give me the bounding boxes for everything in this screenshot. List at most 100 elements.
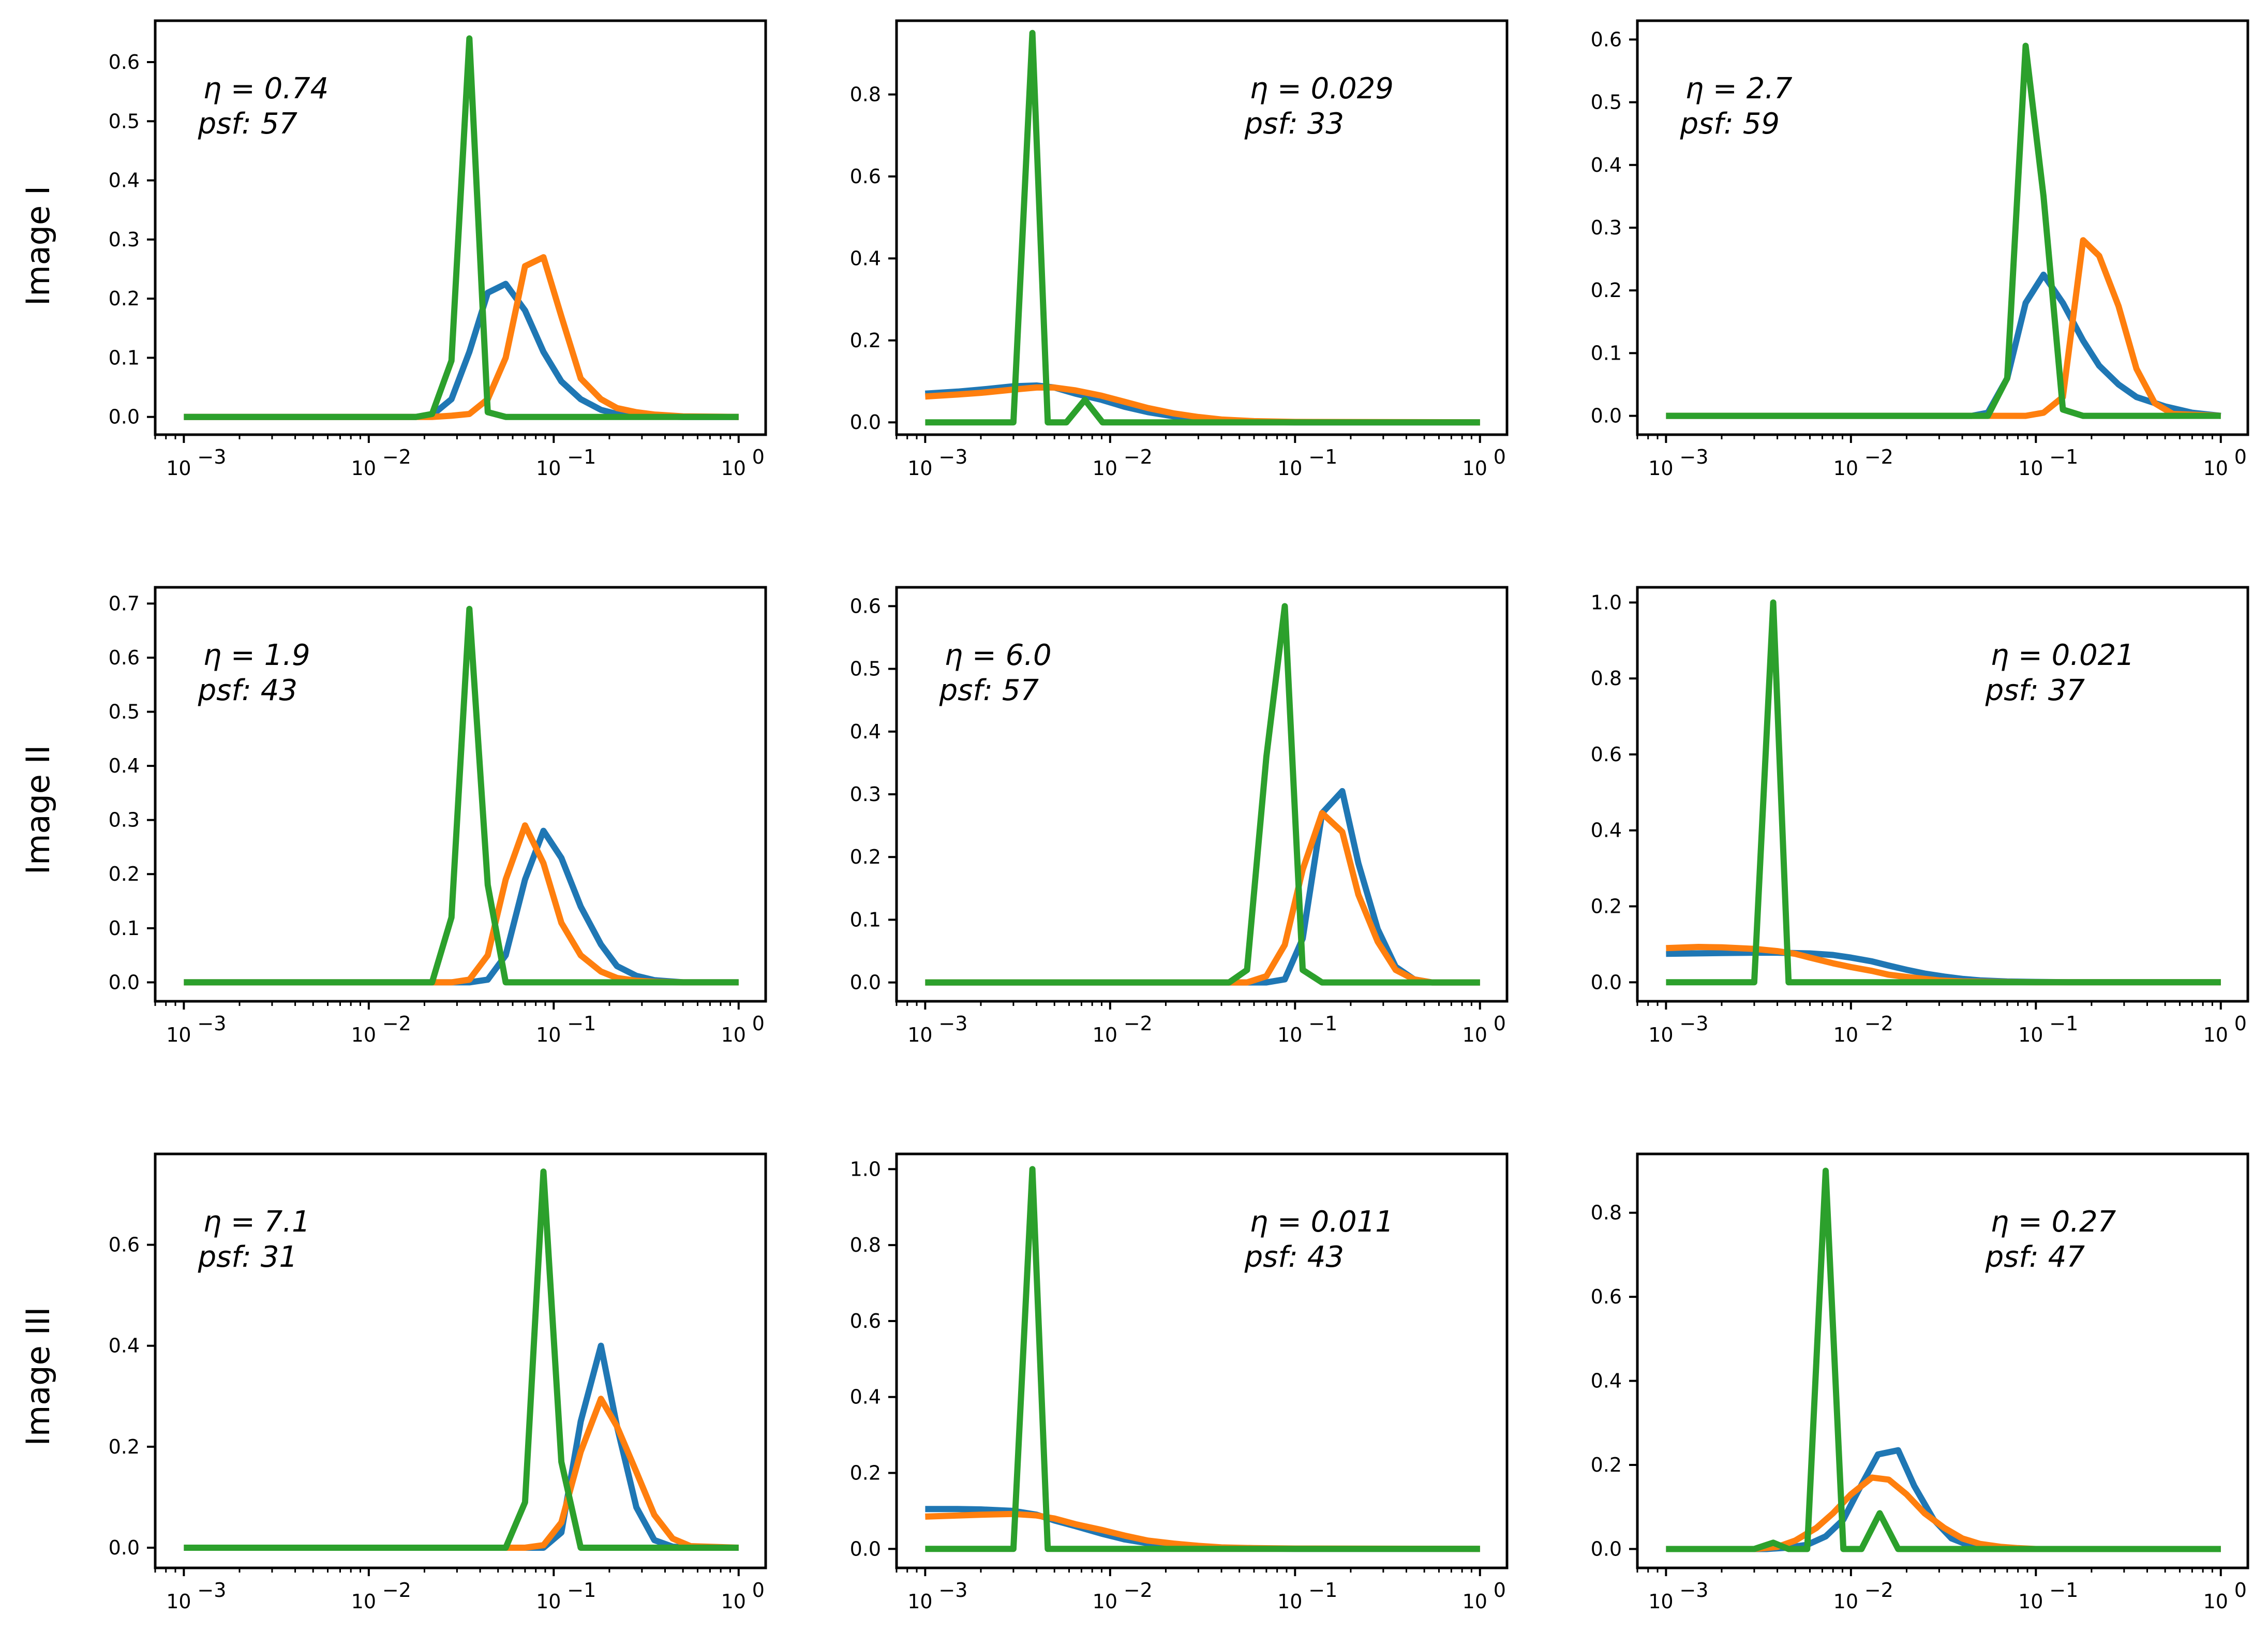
- y-tick-label: 0.4: [1591, 154, 1622, 176]
- x-tick-exponent: 0: [2234, 1012, 2247, 1035]
- x-tick-label: 10: [2018, 457, 2043, 480]
- series-line-blue: [1666, 271, 2221, 419]
- x-tick-exponent: −1: [1308, 1012, 1337, 1035]
- series-line-blue: [1666, 1447, 2221, 1552]
- x-tick-exponent: −1: [2049, 446, 2078, 468]
- x-tick-exponent: −3: [1679, 1579, 1708, 1602]
- x-tick-exponent: −1: [567, 1579, 596, 1602]
- y-tick-label: 1.0: [1591, 591, 1622, 614]
- series-line-orange: [1666, 1474, 2221, 1552]
- x-tick-exponent: −2: [382, 446, 411, 468]
- x-tick-label: 10: [166, 1590, 191, 1613]
- x-tick-label: 10: [2203, 1590, 2228, 1613]
- series-group: [925, 603, 1480, 986]
- panel-9: 0.0 0.2 0.4 0.6 0.8 10 −3 10 −2 10 −1 10 0 η = 0.27ps…: [1591, 1152, 2249, 1613]
- series-line-green: [1666, 599, 2221, 986]
- panel-6: 0.0 0.2 0.4 0.6 0.8 1.0 10 −3 10 −2 10 −1 10 0 η = 0.0…: [1591, 586, 2249, 1046]
- x-tick-label: 10: [907, 1590, 932, 1613]
- series-line-orange: [184, 254, 739, 420]
- series-line-orange: [184, 822, 739, 986]
- x-tick-label: 10: [2203, 457, 2228, 480]
- x-tick-exponent: −1: [1308, 446, 1337, 468]
- annotation-eta: η = 0.011: [1250, 1205, 1394, 1239]
- y-tick-label: 0.1: [850, 908, 881, 931]
- annotation-eta: η = 2.7: [1685, 72, 1793, 106]
- x-tick-exponent: −3: [938, 1579, 967, 1602]
- series-line-green: [1666, 1167, 2221, 1552]
- panel-1: 0.0 0.1 0.2 0.3 0.4 0.5 0.6 10 −3 10 −2 10 −1 10 0 η = …: [109, 19, 767, 480]
- annotation-eta: η = 1.9: [203, 639, 310, 672]
- x-tick-label: 10: [2203, 1024, 2228, 1046]
- series-line-green: [925, 29, 1480, 426]
- x-tick-label: 10: [1648, 1024, 1673, 1046]
- series-line-green: [184, 605, 739, 986]
- x-tick-label: 10: [351, 1024, 376, 1046]
- y-tick-label: 0.0: [1591, 1537, 1622, 1560]
- annotation-eta: η = 0.029: [1250, 72, 1394, 106]
- y-tick-label: 0.2: [850, 329, 881, 352]
- y-tick-label: 0.4: [109, 169, 140, 192]
- annotation-eta: η = 0.021: [1991, 639, 2135, 672]
- plot-frame: [895, 1152, 1509, 1569]
- annotation-psf: psf: 57: [939, 674, 1039, 707]
- x-tick-label: 10: [536, 1590, 561, 1613]
- x-tick-label: 10: [1277, 457, 1302, 480]
- panel-8: 0.0 0.2 0.4 0.6 0.8 1.0 10 −3 10 −2 10 −1 10 0 η = 0.0…: [850, 1152, 1509, 1613]
- x-tick-exponent: −3: [197, 446, 226, 468]
- x-tick-exponent: −3: [938, 446, 967, 468]
- plot-frame: [154, 19, 767, 436]
- y-tick-label: 0.4: [1591, 1370, 1622, 1392]
- x-tick-exponent: −3: [1679, 1012, 1708, 1035]
- x-tick-label: 10: [1833, 1024, 1858, 1046]
- y-tick-label: 0.6: [850, 595, 881, 617]
- y-tick-label: 0.8: [850, 83, 881, 106]
- series-line-orange: [925, 1510, 1480, 1552]
- y-tick-label: 0.1: [1591, 342, 1622, 364]
- series-line-blue: [184, 280, 739, 420]
- row-labels: Image I Image II Image III: [19, 186, 57, 1446]
- x-tick-label: 10: [721, 1024, 746, 1046]
- panel-2: 0.0 0.2 0.4 0.6 0.8 10 −3 10 −2 10 −1 10 0 η = 0.029p…: [850, 19, 1509, 480]
- x-tick-label: 10: [166, 1024, 191, 1046]
- x-tick-exponent: −2: [1124, 1579, 1153, 1602]
- annotation-psf: psf: 43: [1244, 1240, 1344, 1274]
- x-tick-exponent: −2: [1864, 1012, 1893, 1035]
- x-tick-label: 10: [2018, 1024, 2043, 1046]
- x-tick-label: 10: [351, 457, 376, 480]
- y-tick-label: 0.3: [1591, 216, 1622, 239]
- series-line-green: [1666, 42, 2221, 419]
- y-tick-label: 0.2: [850, 846, 881, 868]
- panel-5: 0.0 0.1 0.2 0.3 0.4 0.5 0.6 10 −3 10 −2 10 −1 10 0 η = …: [850, 586, 1509, 1046]
- x-tick-label: 10: [351, 1590, 376, 1613]
- x-tick-label: 10: [2018, 1590, 2043, 1613]
- row-label-image-2: Image II: [19, 745, 57, 875]
- series-line-orange: [925, 810, 1480, 986]
- series-line-blue: [184, 827, 739, 986]
- y-tick-label: 0.5: [109, 110, 140, 132]
- y-tick-label: 0.0: [850, 411, 881, 434]
- x-tick-exponent: −2: [1864, 1579, 1893, 1602]
- series-line-orange: [184, 1396, 739, 1551]
- annotation-eta: η = 6.0: [945, 639, 1052, 672]
- x-tick-label: 10: [907, 1024, 932, 1046]
- x-tick-label: 10: [1277, 1590, 1302, 1613]
- row-label-image-1: Image I: [19, 186, 57, 306]
- y-tick-label: 0.0: [850, 1537, 881, 1560]
- x-tick-exponent: −1: [2049, 1579, 2078, 1602]
- x-tick-exponent: −3: [197, 1012, 226, 1035]
- x-tick-label: 10: [721, 457, 746, 480]
- y-tick-label: 0.6: [1591, 1285, 1622, 1308]
- series-group: [184, 605, 739, 986]
- x-tick-exponent: 0: [1494, 446, 1506, 468]
- y-tick-label: 0.0: [109, 971, 140, 994]
- series-group: [1666, 1167, 2221, 1552]
- x-tick-exponent: 0: [1494, 1012, 1506, 1035]
- y-tick-label: 0.0: [109, 406, 140, 428]
- series-group: [184, 1168, 739, 1551]
- x-tick-exponent: −2: [382, 1012, 411, 1035]
- y-tick-label: 0.4: [850, 720, 881, 743]
- y-tick-label: 0.5: [1591, 91, 1622, 114]
- y-tick-label: 0.5: [850, 658, 881, 680]
